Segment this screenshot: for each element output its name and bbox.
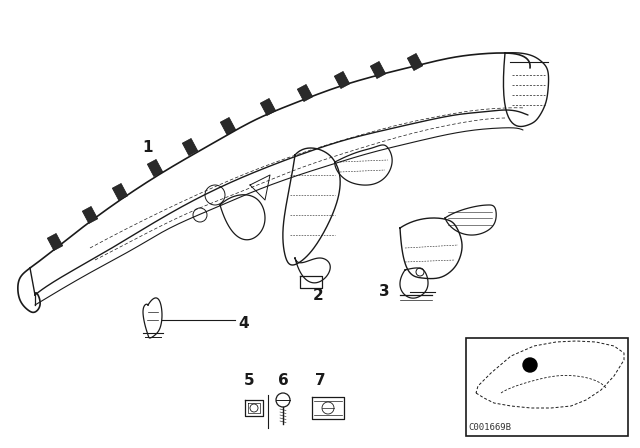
Text: 6: 6 (278, 373, 289, 388)
Text: 2: 2 (312, 288, 323, 302)
Polygon shape (260, 99, 276, 116)
Text: 7: 7 (315, 373, 325, 388)
Polygon shape (371, 61, 386, 78)
Text: 4: 4 (238, 315, 248, 331)
Polygon shape (298, 85, 313, 102)
Bar (466, 338, 628, 436)
Circle shape (523, 358, 537, 372)
Polygon shape (83, 207, 98, 224)
Polygon shape (112, 184, 128, 201)
Text: 1: 1 (143, 141, 153, 155)
Polygon shape (334, 72, 349, 89)
Text: 3: 3 (380, 284, 390, 300)
Text: 5: 5 (244, 373, 254, 388)
Polygon shape (47, 233, 63, 250)
Text: C001669B: C001669B (468, 423, 511, 432)
Polygon shape (220, 117, 236, 134)
Polygon shape (182, 138, 198, 155)
Polygon shape (147, 159, 163, 177)
Polygon shape (407, 53, 422, 70)
